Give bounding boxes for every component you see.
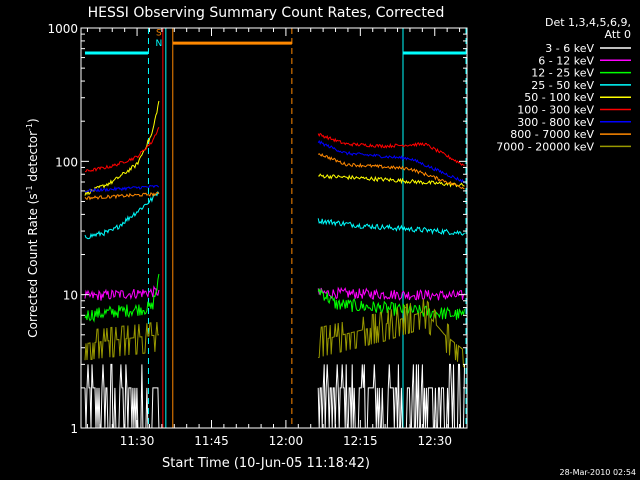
y-tick-label: 100 [55, 155, 78, 169]
y-label-part: detector [26, 131, 40, 186]
series-line [84, 190, 160, 240]
legend-label: 25 - 50 keV [531, 79, 594, 92]
timestamp: 28-Mar-2010 02:54 [560, 468, 637, 477]
series-line [84, 322, 159, 361]
series-line [84, 100, 160, 196]
series-line [317, 288, 465, 320]
y-tick-label: 10 [63, 289, 78, 303]
flag-label: N [156, 39, 163, 49]
y-label-part: Corrected Count Rate (s [26, 193, 40, 337]
legend-header: Att 0 [605, 28, 631, 41]
legend-label: 300 - 800 keV [517, 116, 594, 129]
legend-label: 6 - 12 keV [538, 54, 594, 67]
y-label-part: ) [26, 118, 40, 123]
x-axis-label: Start Time (10-Jun-05 11:18:42) [162, 456, 370, 471]
series-line [84, 184, 160, 193]
legend-label: 3 - 6 keV [545, 42, 594, 55]
x-tick-label: 11:45 [194, 434, 229, 448]
series-line [317, 363, 465, 429]
legend-header: Det 1,3,4,5,6,9, [545, 16, 631, 29]
series-line [317, 139, 465, 184]
series-line [317, 286, 465, 301]
flag-label: S [156, 28, 162, 38]
y-tick-label: 1000 [47, 22, 78, 36]
x-tick-label: 12:30 [417, 434, 452, 448]
y-label-sup: -1 [25, 123, 34, 131]
flag-layer: SN [84, 28, 467, 428]
axes-layer: 1 10 100 1000 11:30 11:45 12:00 12:15 12:30 [47, 22, 468, 448]
series-line [317, 218, 465, 236]
series-layer [84, 100, 465, 429]
x-tick-label: 12:00 [269, 434, 304, 448]
x-tick-label: 11:30 [120, 434, 155, 448]
legend-label: 100 - 300 keV [517, 104, 594, 117]
series-line [317, 153, 465, 190]
y-axis-label: Corrected Count Rate (s-1 detector-1) [25, 118, 40, 337]
plot-frame [80, 27, 468, 429]
chart-title: HESSI Observing Summary Count Rates, Cor… [88, 5, 445, 21]
legend-label: 50 - 100 keV [524, 91, 594, 104]
series-line [84, 273, 160, 323]
series-line [84, 126, 160, 173]
legend-label: 800 - 7000 keV [510, 128, 594, 141]
x-tick-label: 12:15 [343, 434, 378, 448]
series-line [84, 191, 160, 201]
series-line [318, 298, 465, 368]
y-label-sup: -1 [25, 185, 34, 193]
series-line [318, 173, 465, 188]
y-tick-label: 1 [70, 422, 78, 436]
legend-label: 12 - 25 keV [531, 67, 594, 80]
series-line [317, 132, 465, 167]
series-line [84, 363, 160, 429]
legend-label: 7000 - 20000 keV [496, 140, 594, 153]
series-line [84, 285, 160, 301]
